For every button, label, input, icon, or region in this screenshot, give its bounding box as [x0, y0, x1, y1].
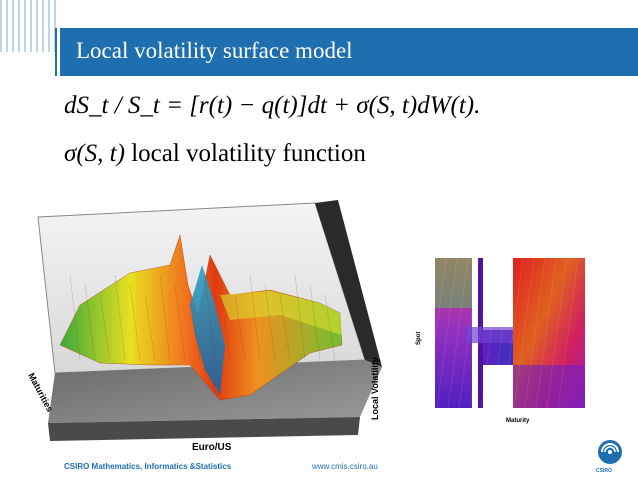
surface-mesh-line — [189, 294, 201, 361]
surface-mesh-line — [294, 274, 306, 361]
header-stripe — [30, 0, 32, 52]
footer-organization: CSIRO Mathematics, Informatics &Statisti… — [64, 462, 232, 471]
local-volatility-surface-plot: Euro/US Maturities Local Volatility — [26, 200, 382, 453]
header-stripe — [12, 0, 14, 52]
surface-mesh-line — [234, 294, 246, 361]
y-axis-label: Maturities — [26, 371, 55, 413]
heatmap-gap-3 — [500, 370, 506, 408]
heatmap-right-bottom — [513, 365, 585, 408]
surface-mesh-line — [114, 274, 126, 361]
header-stripe — [42, 0, 44, 52]
surface-mesh-line — [324, 294, 336, 361]
heatmap-mesh-line — [469, 257, 491, 409]
heatmap-mesh-line — [524, 257, 546, 409]
heatmap-mesh-line — [557, 257, 579, 409]
equation-local-vol: σ(S, t) local volatility function — [64, 140, 366, 168]
heatmap-mesh-line — [480, 257, 502, 409]
footer-url[interactable]: www.cmis.csiro.au — [312, 462, 378, 471]
header-stripe — [48, 0, 50, 52]
header-blank — [60, 0, 638, 28]
surface-dip — [190, 265, 225, 395]
surface-ridge — [220, 291, 342, 335]
z-axis-label: Local Volatility — [370, 357, 380, 420]
csiro-logo: CSIRO — [596, 440, 622, 474]
title-left-rule — [55, 28, 57, 76]
heatmap-mesh-line — [502, 257, 524, 409]
floor-edge — [48, 417, 360, 441]
slide-title: Local volatility surface model — [76, 38, 353, 63]
sigma-symbol: σ(S, t) — [64, 140, 125, 167]
header-stripe — [0, 0, 2, 52]
surface-mesh-line — [144, 294, 156, 361]
heatmap-band — [465, 327, 520, 343]
local-vol-text: local volatility function — [124, 140, 366, 167]
header-stripes — [0, 0, 638, 52]
spot-maturity-heatmap: Spot Maturity — [414, 257, 585, 424]
heatmap-left-top — [435, 258, 473, 308]
header-stripe — [54, 0, 56, 52]
x-axis-label: Euro/US — [192, 442, 232, 453]
surface-mesh-line — [174, 284, 186, 361]
heatmap-mesh-line — [414, 257, 436, 409]
heatmap-mesh-line — [513, 257, 535, 409]
surface-mesh-line — [249, 274, 261, 361]
header-stripe — [36, 0, 38, 52]
surface-mesh-line — [129, 284, 141, 361]
heatmap-x-label: Maturity — [506, 418, 530, 424]
heatmap-mesh-line — [447, 257, 469, 409]
heatmap-y-label: Spot — [416, 332, 422, 345]
heatmap-mesh-line — [491, 257, 513, 409]
surface-mesh-line — [84, 284, 96, 361]
header-stripe — [18, 0, 20, 52]
surface-mesh-line — [99, 294, 111, 361]
title-bar: Local volatility surface model — [60, 28, 638, 76]
heatmap-mesh-line — [458, 257, 480, 409]
surface-mesh-line — [204, 274, 216, 361]
heatmap-mesh-line — [546, 257, 568, 409]
heatmap-mesh-line — [425, 257, 447, 409]
surface-mesh-line — [69, 274, 81, 361]
surface-mesh-line — [279, 294, 291, 361]
heatmap-mesh-line — [535, 257, 557, 409]
surface-mesh-line — [159, 274, 171, 361]
surface-mesh-line — [219, 284, 231, 361]
side-wall — [315, 200, 382, 367]
surface-mesh-line — [264, 284, 276, 361]
logo-text: CSIRO — [596, 468, 612, 474]
surface-mesh-line — [309, 284, 321, 361]
heatmap-gap-2 — [500, 258, 506, 320]
header-stripe — [24, 0, 26, 52]
heatmap-mesh-line — [436, 257, 458, 409]
header-stripe — [6, 0, 8, 52]
equation-sde: dS_t / S_t = [r(t) − q(t)]dt + σ(S, t)dW… — [64, 92, 481, 119]
